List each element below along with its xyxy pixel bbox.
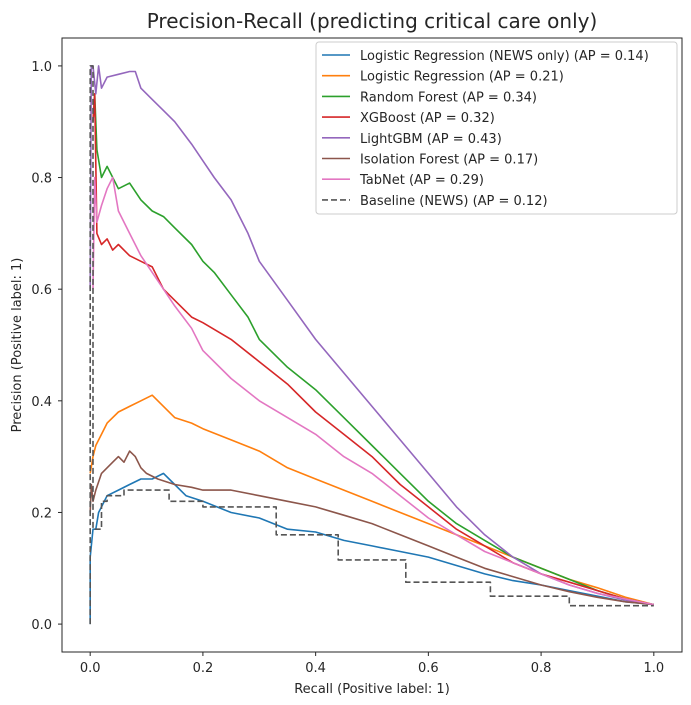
series-line-6 bbox=[89, 450, 654, 606]
x-tick-label: 1.0 bbox=[643, 661, 664, 676]
legend-label: Isolation Forest (AP = 0.17) bbox=[360, 153, 538, 168]
y-tick-label: 1.0 bbox=[31, 60, 52, 75]
y-axis-ticks: 0.0 0.2 0.4 0.6 0.8 1.0 bbox=[31, 60, 62, 633]
legend-label: LightGBM (AP = 0.43) bbox=[360, 132, 502, 147]
legend-box bbox=[315, 41, 678, 215]
chart-title: Precision-Recall (predicting critical ca… bbox=[147, 9, 598, 33]
x-tick-label: 0.6 bbox=[418, 661, 439, 676]
series-layer bbox=[89, 65, 655, 625]
x-tick-label: 0.0 bbox=[80, 661, 101, 676]
y-tick-label: 0.0 bbox=[31, 618, 52, 633]
legend-label: Logistic Regression (NEWS only) (AP = 0.… bbox=[360, 49, 649, 64]
series-line-8 bbox=[89, 65, 654, 625]
y-tick-label: 0.6 bbox=[31, 283, 52, 298]
y-tick-label: 0.4 bbox=[31, 395, 52, 410]
legend-label: TabNet (AP = 0.29) bbox=[359, 173, 484, 188]
legend-label: Random Forest (AP = 0.34) bbox=[360, 90, 537, 105]
plot-frame bbox=[61, 37, 683, 653]
x-tick-label: 0.8 bbox=[531, 661, 552, 676]
x-axis-ticks: 0.0 0.2 0.4 0.6 0.8 1.0 bbox=[80, 652, 664, 676]
y-axis-label: Precision (Positive label: 1) bbox=[10, 258, 25, 433]
legend: Logistic Regression (NEWS only) (AP = 0.… bbox=[315, 41, 678, 215]
series-line-5 bbox=[89, 65, 654, 606]
legend-label: XGBoost (AP = 0.32) bbox=[360, 111, 495, 126]
x-tick-label: 0.4 bbox=[305, 661, 326, 676]
series-line-7 bbox=[92, 176, 654, 606]
y-tick-label: 0.2 bbox=[31, 506, 52, 521]
legend-label: Logistic Regression (AP = 0.21) bbox=[360, 70, 564, 85]
y-tick-label: 0.8 bbox=[31, 172, 52, 187]
x-tick-label: 0.2 bbox=[193, 661, 214, 676]
legend-label: Baseline (NEWS) (AP = 0.12) bbox=[360, 194, 548, 209]
x-axis-label: Recall (Positive label: 1) bbox=[294, 682, 450, 697]
